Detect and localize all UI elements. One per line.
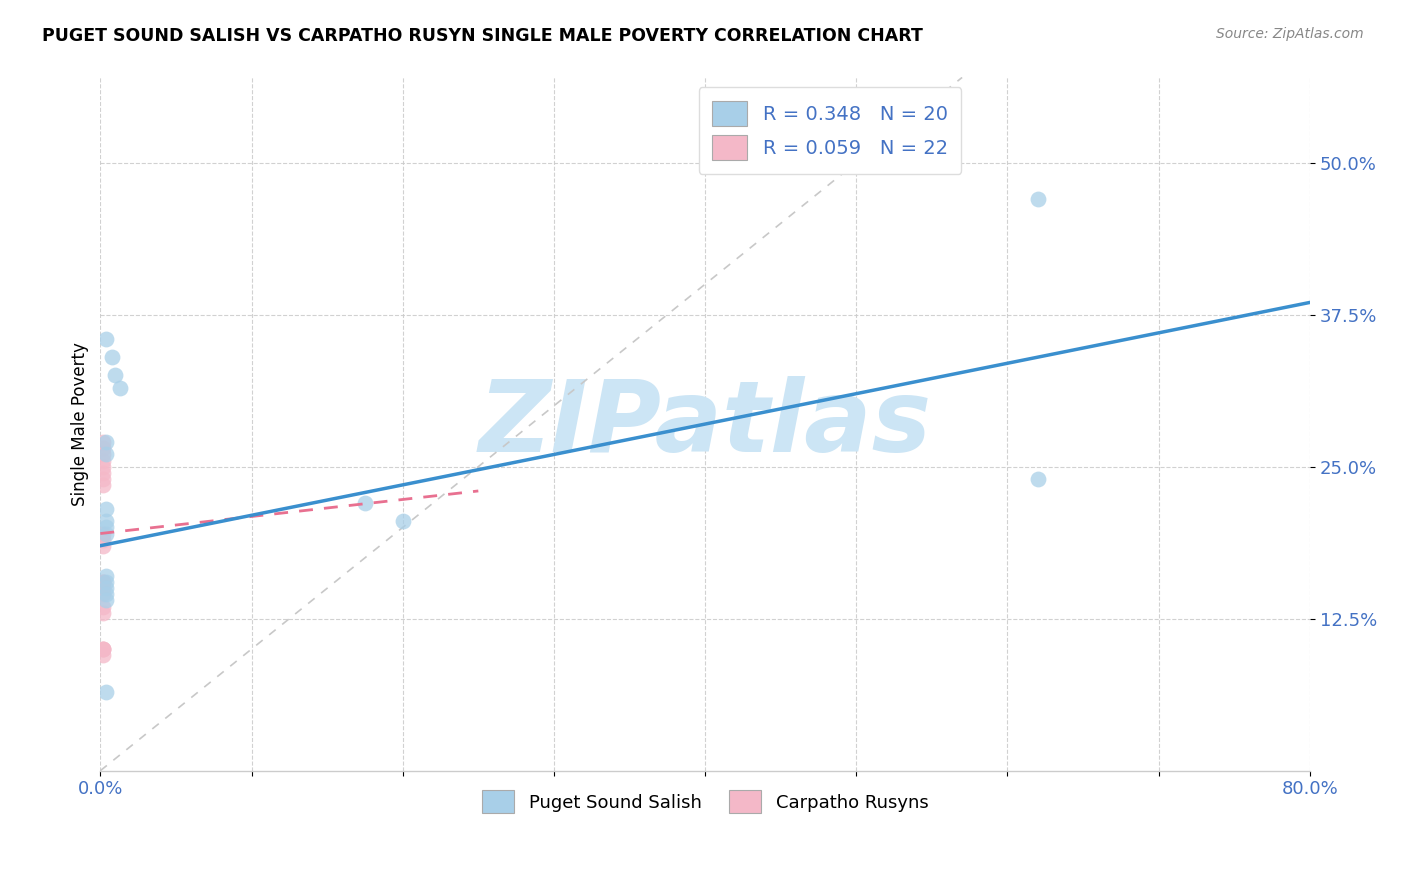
Point (93, 642, 115, 657)
Point (96, 684, 118, 698)
Point (96, 514, 118, 528)
Point (93, 459, 115, 474)
Point (93, 606, 115, 620)
Point (93, 587, 115, 601)
Point (96, 502, 118, 516)
Point (93, 435, 115, 450)
Point (391, 514, 413, 528)
Point (93, 642, 115, 657)
Point (354, 496, 377, 510)
Point (93, 599, 115, 614)
Point (93, 478, 115, 492)
Point (93, 575, 115, 590)
Point (93, 642, 115, 657)
Text: PUGET SOUND SALISH VS CARPATHO RUSYN SINGLE MALE POVERTY CORRELATION CHART: PUGET SOUND SALISH VS CARPATHO RUSYN SIN… (42, 27, 924, 45)
Point (93, 648, 115, 662)
Y-axis label: Single Male Poverty: Single Male Poverty (72, 343, 89, 506)
Point (93, 466, 115, 480)
Point (96, 520, 118, 534)
Point (93, 575, 115, 590)
Point (96, 593, 118, 607)
Point (96, 332, 118, 346)
Text: Source: ZipAtlas.com: Source: ZipAtlas.com (1216, 27, 1364, 41)
Point (93, 581, 115, 595)
Point (104, 368, 127, 383)
Point (96, 569, 118, 583)
Point (93, 447, 115, 461)
Point (93, 453, 115, 467)
Point (108, 381, 131, 395)
Point (96, 435, 118, 450)
Point (1026, 192, 1049, 206)
Text: ZIPatlas: ZIPatlas (478, 376, 932, 473)
Point (93, 575, 115, 590)
Point (93, 533, 115, 547)
Point (101, 350, 124, 364)
Point (93, 442, 115, 456)
Point (93, 526, 115, 541)
Point (96, 575, 118, 590)
Point (96, 581, 118, 595)
Point (96, 587, 118, 601)
Point (96, 447, 118, 461)
Point (93, 539, 115, 553)
Point (96, 526, 118, 541)
Legend: Puget Sound Salish, Carpatho Rusyns: Puget Sound Salish, Carpatho Rusyns (471, 780, 939, 824)
Point (93, 472, 115, 486)
Point (1026, 472, 1049, 486)
